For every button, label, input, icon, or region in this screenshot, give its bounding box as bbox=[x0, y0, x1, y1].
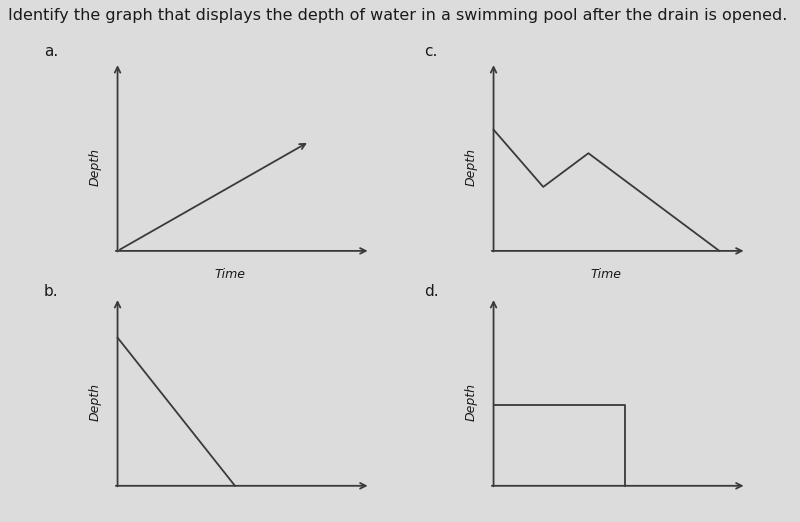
Text: Depth: Depth bbox=[89, 148, 102, 186]
Text: Identify the graph that displays the depth of water in a swimming pool after the: Identify the graph that displays the dep… bbox=[8, 8, 787, 23]
Text: d.: d. bbox=[424, 284, 438, 300]
Text: c.: c. bbox=[424, 44, 438, 60]
Text: Time: Time bbox=[591, 268, 622, 281]
Text: b.: b. bbox=[44, 284, 58, 300]
Text: Depth: Depth bbox=[465, 383, 478, 421]
Text: Depth: Depth bbox=[89, 383, 102, 421]
Text: Time: Time bbox=[215, 268, 246, 281]
Text: a.: a. bbox=[44, 44, 58, 60]
Text: Depth: Depth bbox=[465, 148, 478, 186]
